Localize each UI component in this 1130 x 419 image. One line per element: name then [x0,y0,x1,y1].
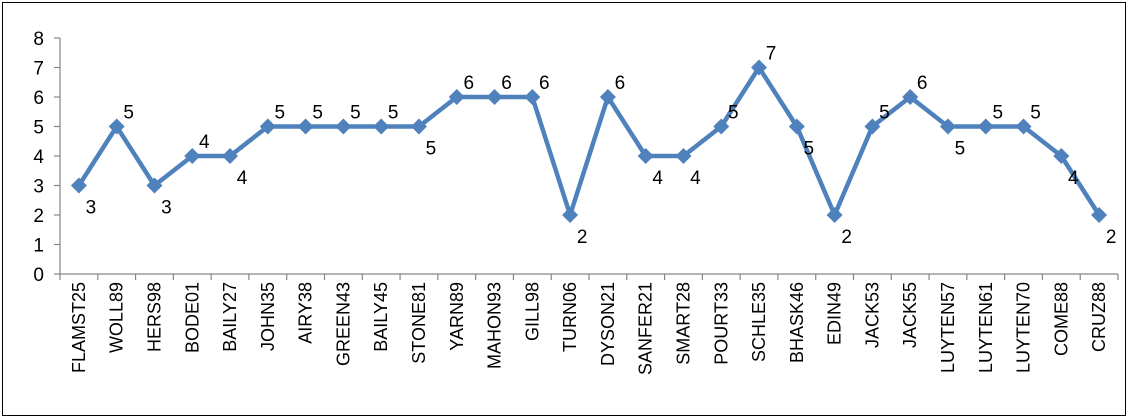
data-label: 5 [275,103,286,124]
data-label: 2 [577,227,588,248]
data-label: 5 [804,139,815,160]
data-label: 6 [463,73,474,94]
data-point-marker [373,118,390,135]
data-point-marker [524,89,541,105]
y-tick-label: 4 [33,147,44,168]
data-point-marker [222,148,239,164]
y-tick-label: 7 [33,59,44,80]
x-category-label: GILL98 [522,282,542,341]
data-label: 5 [728,103,739,124]
data-point-marker [599,89,616,105]
data-point-marker [108,118,125,135]
x-category-label: HERS98 [144,282,164,352]
data-label: 5 [312,103,323,124]
data-label: 3 [161,198,172,219]
x-category-label: BODE01 [182,282,202,353]
x-category-label: MAHON93 [485,282,505,369]
data-point-marker [184,148,201,164]
y-tick-label: 5 [33,118,44,139]
data-label: 4 [690,168,701,189]
data-label: 2 [841,227,852,248]
x-category-label: TURN06 [560,282,580,352]
data-point-marker [146,177,163,194]
data-point-marker [448,89,465,105]
data-point-marker [864,118,881,135]
x-category-label: CRUZ88 [1089,282,1109,352]
data-label: 7 [766,44,777,65]
y-tick-label: 0 [33,265,44,286]
x-category-label: LUYTEN57 [938,282,958,373]
data-label: 6 [539,73,550,94]
data-label: 5 [955,139,966,160]
data-label: 5 [388,103,399,124]
data-point-marker [939,118,956,135]
data-point-marker [751,59,768,76]
y-tick-label: 3 [33,177,44,198]
x-category-label: POURT33 [711,282,731,365]
data-label: 5 [992,103,1003,124]
data-point-marker [259,118,276,135]
data-label: 5 [426,139,437,160]
x-category-label: BHASK46 [787,282,807,363]
y-tick-label: 8 [33,29,44,50]
data-point-marker [1015,118,1032,135]
x-category-label: STONE81 [409,282,429,364]
x-category-label: EDIN49 [825,282,845,345]
x-category-label: DYSON21 [598,282,618,366]
x-category-label: JOHN35 [258,282,278,351]
data-point-marker [902,89,919,105]
data-point-marker [675,148,692,164]
data-label: 4 [1068,168,1079,189]
x-category-label: JACK55 [900,282,920,348]
x-category-label: SCHLE35 [749,282,769,362]
data-point-marker [713,118,730,135]
data-label: 2 [1106,227,1117,248]
data-point-marker [826,207,843,223]
data-point-marker [410,118,427,135]
data-point-marker [788,118,805,135]
data-point-marker [297,118,314,135]
data-point-marker [335,118,352,135]
x-category-label: WOLL89 [107,282,127,353]
x-category-label: FLAMST25 [69,282,89,373]
y-tick-label: 6 [33,88,44,109]
x-category-label: COME88 [1051,282,1071,356]
y-tick-label: 1 [33,236,44,257]
x-category-label: SMART28 [673,282,693,365]
data-label: 5 [879,103,890,124]
x-category-label: BAILY27 [220,282,240,352]
series-line [76,65,1102,218]
data-point-marker [486,89,503,105]
data-label: 5 [350,103,361,124]
x-category-label: YARN89 [447,282,467,351]
x-category-label: LUYTEN61 [976,282,996,373]
x-category-label: JACK53 [862,282,882,348]
data-point-marker [1053,148,1070,164]
data-label: 4 [652,168,663,189]
data-point-marker [637,148,654,164]
data-label: 3 [86,198,97,219]
x-category-label: AIRY38 [296,282,316,344]
data-point-marker [1091,207,1108,223]
data-label: 4 [237,168,248,189]
data-label: 6 [501,73,512,94]
data-label: 6 [615,73,626,94]
data-label: 6 [917,73,928,94]
data-label: 5 [123,103,134,124]
data-label: 5 [1030,103,1041,124]
y-tick-label: 2 [33,206,44,227]
data-point-marker [70,177,87,194]
x-category-label: GREEN43 [333,282,353,366]
data-point-marker [562,207,579,223]
x-category-label: SANFER21 [636,282,656,375]
data-point-marker [977,118,994,135]
data-label: 4 [199,132,210,153]
x-category-label: LUYTEN70 [1014,282,1034,373]
x-category-label: BAILY45 [371,282,391,352]
